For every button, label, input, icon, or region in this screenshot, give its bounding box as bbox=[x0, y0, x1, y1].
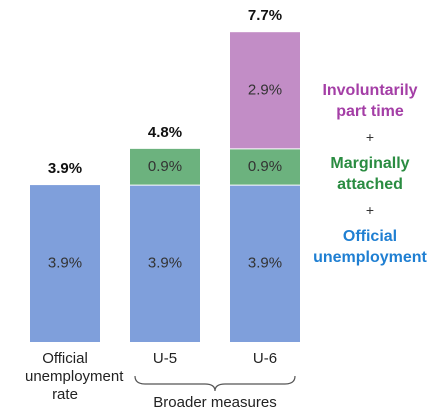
segment-label: 3.9% bbox=[48, 255, 82, 272]
segment-label: 0.9% bbox=[148, 158, 182, 175]
segment-label: 2.9% bbox=[248, 81, 282, 98]
segment-label: 0.9% bbox=[248, 158, 282, 175]
bar-segment bbox=[130, 148, 200, 186]
bar-segment bbox=[30, 185, 100, 342]
segment-label: 3.9% bbox=[248, 255, 282, 272]
total-label: 7.7% bbox=[248, 7, 282, 24]
legend-entry: Official unemployment bbox=[313, 228, 427, 266]
total-label: 3.9% bbox=[48, 160, 82, 177]
legend-joiner: + bbox=[365, 202, 375, 218]
bracket-label: Broader measures bbox=[153, 394, 276, 411]
legend-joiner: + bbox=[365, 129, 375, 145]
x-tick-label: U-6 bbox=[252, 350, 278, 367]
legend-entry: Marginally attached bbox=[330, 155, 410, 193]
legend: Involuntarily part time + Marginally attac… bbox=[308, 80, 432, 268]
total-label: 4.8% bbox=[148, 124, 182, 141]
bracket bbox=[134, 375, 296, 392]
x-tick-label: Official unemployment rate bbox=[25, 350, 124, 403]
bar-segment bbox=[130, 185, 200, 342]
bar-segment bbox=[230, 185, 300, 342]
legend-entry: Involuntarily part time bbox=[322, 82, 418, 120]
segment-label: 3.9% bbox=[148, 255, 182, 272]
bar-segment bbox=[230, 148, 300, 186]
x-tick-label: U-5 bbox=[152, 350, 178, 367]
bar-segment bbox=[230, 32, 300, 149]
